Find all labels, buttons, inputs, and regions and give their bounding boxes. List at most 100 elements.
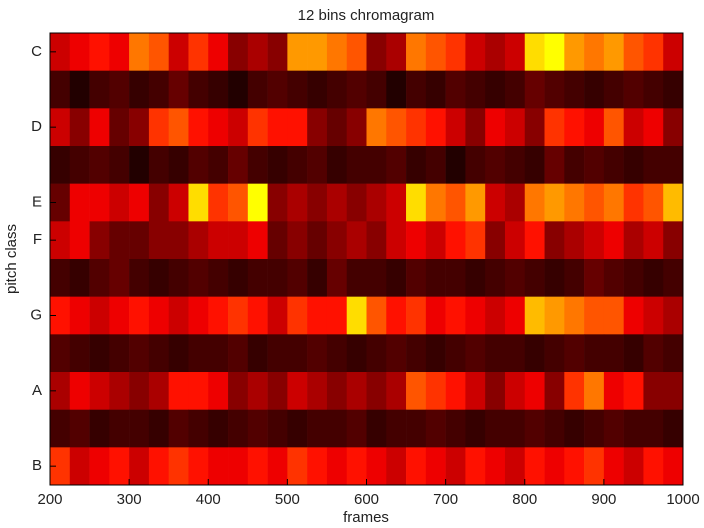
heatmap-cell bbox=[89, 70, 110, 109]
heatmap-cell bbox=[326, 70, 348, 109]
heatmap-cell bbox=[584, 70, 605, 109]
heatmap-cell bbox=[287, 372, 308, 410]
heatmap-cell bbox=[603, 296, 624, 335]
heatmap-cell bbox=[564, 409, 585, 448]
heatmap-cell bbox=[425, 183, 446, 222]
heatmap-cell bbox=[386, 259, 407, 297]
heatmap-cell bbox=[504, 447, 526, 486]
heatmap-cell bbox=[366, 259, 387, 297]
y-tick-label: B bbox=[32, 457, 42, 474]
heatmap-cell bbox=[584, 33, 605, 71]
heatmap-cell bbox=[346, 259, 367, 297]
heatmap-cell bbox=[109, 296, 130, 335]
heatmap-cell bbox=[247, 183, 268, 222]
heatmap-cell bbox=[603, 372, 624, 410]
heatmap-cell bbox=[544, 259, 565, 297]
heatmap-cell bbox=[69, 447, 90, 486]
y-tick-label: G bbox=[30, 306, 42, 323]
heatmap-cell bbox=[247, 372, 268, 410]
heatmap-cell bbox=[485, 259, 506, 297]
heatmap-cell bbox=[445, 108, 466, 147]
heatmap-cell bbox=[564, 221, 585, 260]
heatmap-cell bbox=[406, 409, 427, 448]
heatmap-cell bbox=[663, 221, 684, 260]
heatmap-cell bbox=[148, 334, 169, 373]
heatmap-cell bbox=[445, 372, 466, 410]
heatmap-cell bbox=[89, 183, 110, 222]
heatmap-cell bbox=[544, 409, 565, 448]
heatmap-cell bbox=[386, 70, 407, 109]
heatmap-cell bbox=[346, 372, 367, 410]
heatmap-cell bbox=[148, 70, 169, 109]
heatmap-cell bbox=[129, 183, 150, 222]
heatmap-cell bbox=[643, 447, 664, 486]
heatmap-cell bbox=[89, 334, 110, 373]
heatmap-cell bbox=[267, 221, 288, 260]
heatmap-cell bbox=[386, 33, 407, 71]
heatmap-cell bbox=[584, 372, 605, 410]
heatmap-cell bbox=[346, 221, 367, 260]
heatmap-cell bbox=[603, 259, 624, 297]
heatmap-cell bbox=[326, 108, 348, 147]
heatmap-cell bbox=[524, 409, 545, 448]
heatmap-cell bbox=[425, 108, 446, 147]
heatmap-cell bbox=[623, 183, 644, 222]
heatmap-cell bbox=[69, 259, 90, 297]
heatmap-cell bbox=[406, 183, 427, 222]
heatmap-cell bbox=[228, 146, 249, 184]
heatmap-cell bbox=[267, 296, 288, 335]
heatmap-cell bbox=[148, 108, 169, 147]
heatmap-cell bbox=[386, 108, 407, 147]
heatmap-cell bbox=[228, 259, 249, 297]
heatmap-cell bbox=[584, 447, 605, 486]
heatmap-cell bbox=[148, 221, 169, 260]
heatmap-cell bbox=[287, 409, 308, 448]
heatmap-cell bbox=[307, 108, 328, 147]
heatmap-cell bbox=[188, 334, 209, 373]
heatmap-cell bbox=[326, 146, 348, 184]
heatmap-cell bbox=[109, 33, 130, 71]
heatmap-cell bbox=[623, 70, 644, 109]
heatmap-cell bbox=[50, 70, 71, 109]
heatmap-cell bbox=[366, 146, 387, 184]
heatmap-cell bbox=[445, 146, 466, 184]
x-tick-label: 1000 bbox=[666, 491, 699, 508]
heatmap-cell bbox=[603, 409, 624, 448]
heatmap-cell bbox=[366, 296, 387, 335]
heatmap-cell bbox=[89, 409, 110, 448]
heatmap-cell bbox=[69, 33, 90, 71]
heatmap-cell bbox=[50, 108, 71, 147]
heatmap-cell bbox=[663, 108, 684, 147]
heatmap-cell bbox=[366, 108, 387, 147]
heatmap-cell bbox=[287, 146, 308, 184]
heatmap-cell bbox=[307, 334, 328, 373]
heatmap-cell bbox=[69, 409, 90, 448]
heatmap-cell bbox=[287, 70, 308, 109]
heatmap-cell bbox=[148, 183, 169, 222]
heatmap-cell bbox=[129, 146, 150, 184]
heatmap-cell bbox=[643, 70, 664, 109]
heatmap-cell bbox=[188, 296, 209, 335]
heatmap-cell bbox=[168, 70, 189, 109]
heatmap-cell bbox=[307, 409, 328, 448]
heatmap-cell bbox=[643, 409, 664, 448]
heatmap-cell bbox=[643, 259, 664, 297]
x-tick-label: 500 bbox=[275, 491, 300, 508]
heatmap-cell bbox=[148, 259, 169, 297]
heatmap-cell bbox=[109, 70, 130, 109]
heatmap-cell bbox=[445, 259, 466, 297]
heatmap-cell bbox=[564, 296, 585, 335]
heatmap-cell bbox=[584, 183, 605, 222]
heatmap-cell bbox=[69, 221, 90, 260]
heatmap-cell bbox=[584, 221, 605, 260]
heatmap-cell bbox=[584, 334, 605, 373]
heatmap-cell bbox=[663, 409, 684, 448]
heatmap-cell bbox=[69, 296, 90, 335]
heatmap-cell bbox=[307, 447, 328, 486]
heatmap-cell bbox=[247, 33, 268, 71]
heatmap-cell bbox=[208, 296, 229, 335]
heatmap-cell bbox=[188, 221, 209, 260]
heatmap-cell bbox=[307, 259, 328, 297]
